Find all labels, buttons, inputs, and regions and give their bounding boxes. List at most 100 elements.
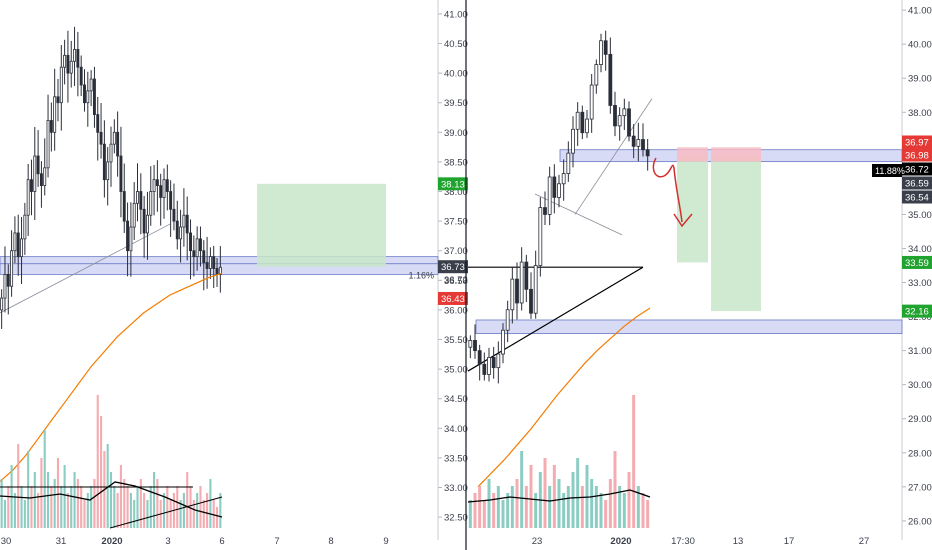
candle-body xyxy=(483,364,486,374)
candle-body xyxy=(7,274,9,286)
volume-bar xyxy=(1,479,3,528)
y-tick-label: 35.50 xyxy=(444,335,468,346)
volume-bar xyxy=(83,500,85,528)
candle-body xyxy=(474,340,477,350)
volume-bar xyxy=(492,493,495,528)
candle-body xyxy=(590,85,593,119)
candle-body xyxy=(623,109,626,116)
candle-body xyxy=(600,41,603,65)
y-tick-label: 36.00 xyxy=(444,305,468,316)
volume-bar xyxy=(20,486,22,528)
volume-bar xyxy=(474,493,477,528)
support-zone xyxy=(476,320,902,334)
candle-body xyxy=(64,55,66,67)
volume-bar xyxy=(576,458,579,528)
volume-bar xyxy=(548,486,551,528)
volume-bar xyxy=(163,493,165,528)
candle-body xyxy=(539,208,542,266)
volume-bar xyxy=(567,486,570,528)
price-label: 36.43 xyxy=(441,294,465,305)
candle-body xyxy=(176,221,178,239)
volume-bar xyxy=(4,500,6,528)
candle-body xyxy=(80,67,82,85)
volume-bar xyxy=(156,479,158,528)
candle-body xyxy=(614,105,617,125)
volume-bar xyxy=(133,500,135,528)
volume-bar xyxy=(24,500,26,528)
target-box xyxy=(257,184,386,267)
candle-body xyxy=(628,109,631,136)
volume-bar xyxy=(206,493,208,528)
candle-body xyxy=(595,65,598,85)
candle-body xyxy=(576,112,579,129)
volume-bar xyxy=(558,479,561,528)
volume-bar xyxy=(67,493,69,528)
candle-body xyxy=(581,112,584,132)
candle-body xyxy=(170,192,172,210)
y-tick-label: 41.00 xyxy=(908,6,932,17)
candle-body xyxy=(553,177,556,197)
volume-bar xyxy=(93,479,95,528)
y-tick-label: 39.50 xyxy=(444,98,468,109)
volume-bar xyxy=(47,472,49,528)
candle-body xyxy=(127,221,129,251)
x-tick-label: 13 xyxy=(733,536,744,547)
target-box-2 xyxy=(711,156,761,311)
volume-bar xyxy=(37,493,39,528)
volume-bar xyxy=(590,479,593,528)
volume-bar xyxy=(186,472,188,528)
y-tick-label: 38.00 xyxy=(908,108,932,119)
x-tick-label: 8 xyxy=(328,536,333,547)
volume-bar xyxy=(581,486,584,528)
y-tick-label: 33.50 xyxy=(444,453,468,464)
volume-bar xyxy=(646,500,649,528)
volume-bar xyxy=(469,500,472,528)
candle-body xyxy=(153,180,155,192)
volume-bar xyxy=(170,500,172,528)
volume-bar xyxy=(216,507,218,528)
volume-bar xyxy=(60,486,62,528)
candle-body xyxy=(14,233,16,251)
y-tick-label: 29.00 xyxy=(908,414,932,425)
x-tick-label: 9 xyxy=(383,536,388,547)
candle-body xyxy=(77,49,79,67)
y-tick-label: 26.00 xyxy=(908,516,932,527)
volume-bar xyxy=(30,486,32,528)
candle-body xyxy=(60,67,62,103)
candle-body xyxy=(100,132,102,144)
x-tick-label: 3 xyxy=(165,536,170,547)
candle-body xyxy=(506,310,509,330)
price-label: 32.16 xyxy=(905,307,929,318)
candle-body xyxy=(196,239,198,257)
candle-body xyxy=(160,186,162,198)
y-tick-label: 33.00 xyxy=(444,483,468,494)
volume-bar xyxy=(604,500,607,528)
volume-bar xyxy=(483,500,486,528)
volume-bar xyxy=(153,472,155,528)
candle-body xyxy=(544,208,547,215)
volume-bar xyxy=(136,486,138,528)
candle-body xyxy=(156,180,158,186)
price-label: 38.13 xyxy=(441,179,465,190)
candle-body xyxy=(173,209,175,221)
volume-bar xyxy=(516,479,519,528)
candle-body xyxy=(107,162,109,180)
volume-bar xyxy=(87,493,89,528)
candle-body xyxy=(609,54,612,105)
price-label: 36.54 xyxy=(905,193,929,204)
candle-body xyxy=(24,215,26,239)
y-tick-label: 35.00 xyxy=(908,210,932,221)
candle-body xyxy=(525,262,528,289)
candle-body xyxy=(180,227,182,239)
volume-bar xyxy=(110,472,112,528)
volume-bar xyxy=(209,479,211,528)
candle-body xyxy=(73,49,75,61)
candle-body xyxy=(189,233,191,251)
price-label: 36.59 xyxy=(905,179,929,190)
volume-bar xyxy=(64,465,66,528)
candle-body xyxy=(511,279,514,310)
volume-bar xyxy=(183,493,185,528)
y-tick-label: 34.00 xyxy=(444,424,468,435)
volume-bar xyxy=(497,486,500,528)
